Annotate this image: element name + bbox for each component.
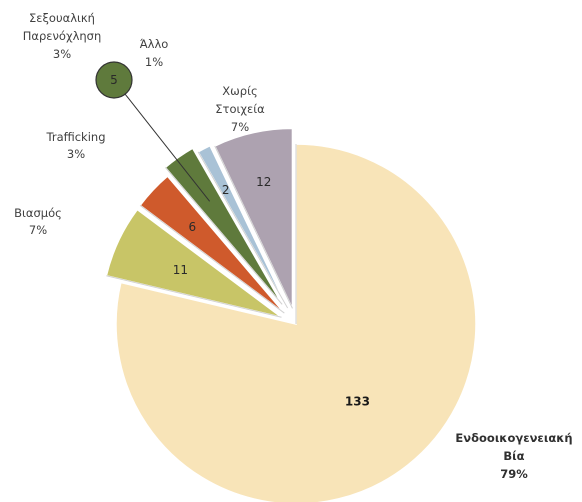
pie-slice-edge-sexual-harassment	[164, 167, 283, 305]
pie-slice-edge-rape	[106, 275, 282, 318]
callout-bubble-sexual-harassment	[95, 61, 133, 99]
value-label-sexual-harassment: 5	[110, 73, 118, 87]
value-label-rape: 11	[173, 263, 188, 277]
pie-slice-trafficking	[139, 175, 285, 314]
category-label-rape: Βιασμός 7%	[14, 206, 62, 237]
category-label-trafficking: Trafficking 3%	[46, 130, 106, 161]
category-label-no-data: Χωρίς Στοιχεία 7%	[215, 84, 265, 134]
pie-slice-edge-trafficking	[139, 204, 285, 314]
callout-line-sexual-harassment	[113, 79, 211, 202]
category-label-domestic-violence: Ενδοοικογενειακή Βία 79%	[455, 431, 572, 481]
pie-slice-sexual-harassment	[164, 147, 283, 305]
value-label-domestic-violence: 133	[345, 395, 370, 409]
pie-slice-edge-other	[197, 151, 289, 309]
value-label-no-data: 12	[256, 175, 271, 189]
category-label-other: Άλλο 1%	[140, 37, 169, 69]
category-label-sexual-harassment: Σεξουαλική Παρενόχληση 3%	[23, 11, 102, 61]
value-label-other: 2	[222, 183, 230, 197]
pie-slice-rape	[105, 208, 282, 318]
pie-slice-domestic-violence	[115, 143, 477, 502]
pie-slice-edge-no-data	[214, 145, 293, 309]
pie-slice-no-data	[213, 127, 294, 309]
pie-slice-other	[197, 144, 289, 309]
value-label-trafficking: 6	[189, 220, 197, 234]
